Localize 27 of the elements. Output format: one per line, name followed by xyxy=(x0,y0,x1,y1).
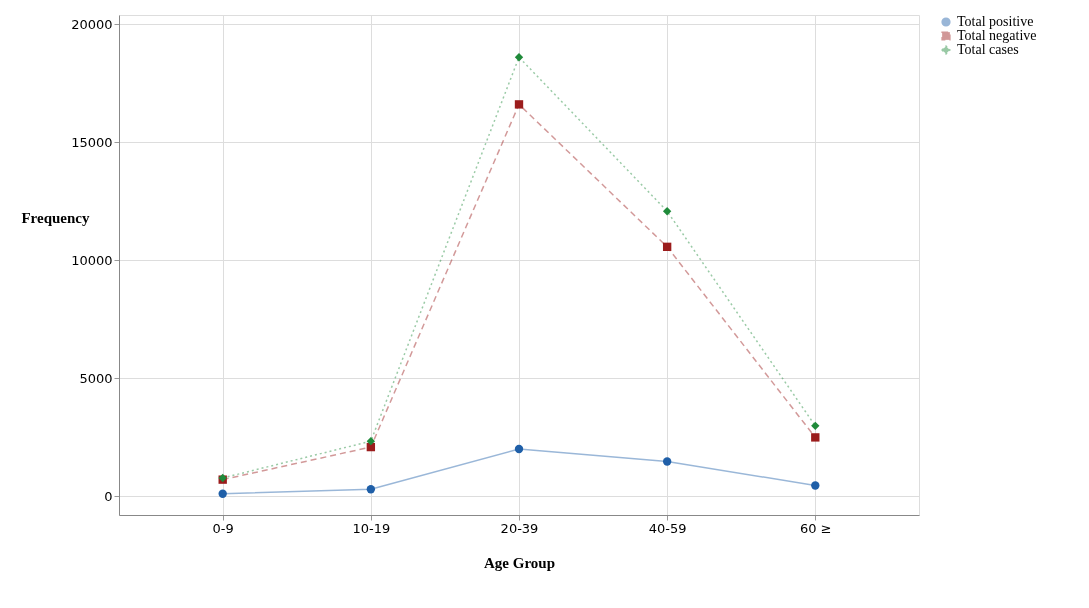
x-tick-label: 60 ≥ xyxy=(800,520,832,536)
point xyxy=(811,481,820,490)
point xyxy=(811,433,820,442)
point xyxy=(662,457,672,466)
point xyxy=(218,489,227,498)
x-tick-label: 20-39 xyxy=(500,520,539,536)
y-tick-label: 10000 xyxy=(71,252,113,268)
y-tick-label: 20000 xyxy=(71,16,113,32)
y-tick-label: 15000 xyxy=(71,134,113,150)
x-tick-label: 0-9 xyxy=(212,520,234,536)
legend-label: Total positive xyxy=(957,14,1034,29)
point xyxy=(662,242,672,252)
point xyxy=(514,444,524,454)
point xyxy=(366,437,376,446)
point xyxy=(514,53,524,62)
point xyxy=(811,421,820,431)
legend-label: Total cases xyxy=(957,42,1019,57)
point xyxy=(514,100,524,109)
y-tick-label: 0 xyxy=(104,488,113,504)
x-tick-label: 10-19 xyxy=(352,520,391,536)
y-tick-label: 5000 xyxy=(79,370,113,386)
point xyxy=(366,485,376,494)
y-axis-title: Frequency xyxy=(21,209,90,226)
x-tick-label: 40-59 xyxy=(648,520,687,536)
legend-label: Total negative xyxy=(957,28,1037,43)
x-axis-title: Age Group xyxy=(484,554,555,571)
point xyxy=(662,207,672,216)
